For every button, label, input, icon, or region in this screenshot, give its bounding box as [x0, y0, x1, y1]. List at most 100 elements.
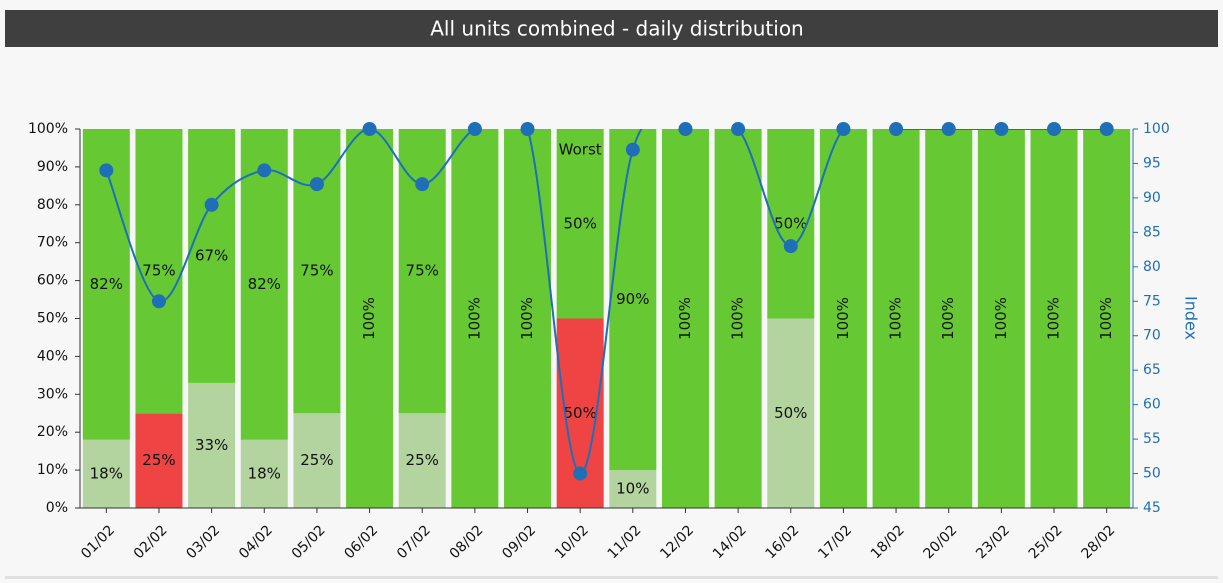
- y-tick-label: 70%: [37, 235, 68, 251]
- data-label: 82%: [90, 275, 123, 293]
- data-label: 100%: [518, 297, 536, 340]
- y-tick-label: 100%: [28, 121, 68, 137]
- index-point: [362, 122, 377, 136]
- index-point: [467, 122, 482, 136]
- y2-tick-label: 90: [1143, 190, 1161, 206]
- index-point: [941, 122, 956, 136]
- y2-tick-label: 85: [1143, 224, 1161, 240]
- y-tick-label: 40%: [37, 348, 68, 364]
- data-label: 100%: [360, 297, 378, 340]
- index-point: [783, 239, 798, 254]
- bar-segment: [188, 129, 236, 383]
- index-point: [520, 122, 535, 136]
- bar-segment: [293, 413, 341, 508]
- y2-tick-label: 65: [1143, 362, 1161, 378]
- data-label: 100%: [1045, 297, 1063, 340]
- index-point: [99, 163, 114, 178]
- index-point: [836, 122, 851, 136]
- annotation: Worst: [559, 141, 602, 159]
- data-label: 25%: [406, 451, 439, 469]
- bar-segment: [135, 413, 183, 508]
- index-point: [151, 294, 166, 309]
- bar-segment: [82, 129, 130, 440]
- data-label: 100%: [729, 297, 747, 340]
- bar-segment: [240, 129, 288, 440]
- data-label: 50%: [774, 404, 807, 422]
- data-label: 10%: [616, 480, 649, 498]
- data-label: 25%: [142, 451, 175, 469]
- y-tick-label: 20%: [37, 424, 68, 440]
- y2-tick-label: 95: [1143, 155, 1161, 171]
- bar-segment: [714, 129, 762, 508]
- data-label: 50%: [564, 214, 597, 232]
- y2-tick-label: 45: [1143, 500, 1161, 516]
- bottom-rule: [5, 576, 1218, 579]
- data-label: 100%: [1097, 297, 1115, 340]
- data-label: 50%: [774, 214, 807, 232]
- y-tick-label: 10%: [37, 462, 68, 478]
- bar-segment: [135, 129, 183, 414]
- index-point: [994, 122, 1009, 136]
- data-label: 100%: [992, 297, 1010, 340]
- data-label: 100%: [465, 297, 483, 340]
- bar-segment: [977, 129, 1025, 508]
- y2-axis-label: Index: [1182, 296, 1201, 340]
- data-label: 25%: [300, 451, 333, 469]
- data-label: 100%: [676, 297, 694, 340]
- y2-tick-label: 75: [1143, 293, 1161, 309]
- y2-tick-label: 60: [1143, 397, 1161, 413]
- y2-tick-label: 55: [1143, 431, 1161, 447]
- index-point: [625, 142, 640, 157]
- data-label: 18%: [248, 464, 281, 482]
- bar-segment: [1083, 129, 1131, 508]
- bar-segment: [872, 129, 920, 508]
- bar-segment: [82, 439, 130, 508]
- index-point: [1047, 122, 1062, 136]
- bar-segment: [556, 129, 604, 319]
- y-tick-label: 0%: [46, 500, 68, 516]
- bar-segment: [1030, 129, 1078, 508]
- y-tick-label: 50%: [37, 311, 68, 327]
- bar-segment: [398, 129, 446, 414]
- y-tick-label: 30%: [37, 386, 68, 402]
- bar-segment: [188, 382, 236, 508]
- data-label: 75%: [300, 262, 333, 280]
- bar-segment: [398, 413, 446, 508]
- y2-tick-label: 100: [1143, 121, 1170, 137]
- y2-tick-label: 50: [1143, 466, 1161, 482]
- title-bar: [5, 10, 1218, 47]
- data-label: 18%: [90, 464, 123, 482]
- data-label: 50%: [564, 404, 597, 422]
- bar-segment: [819, 129, 867, 508]
- data-label: 100%: [834, 297, 852, 340]
- bar-segment: [925, 129, 973, 508]
- data-label: 82%: [248, 275, 281, 293]
- index-point: [731, 122, 746, 136]
- index-point: [415, 177, 430, 192]
- index-point: [678, 122, 693, 136]
- bar-segment: [661, 129, 709, 508]
- bar-segment: [451, 129, 499, 508]
- index-point: [889, 122, 904, 136]
- data-label: 90%: [616, 290, 649, 308]
- y2-tick-label: 70: [1143, 328, 1161, 344]
- y-tick-label: 60%: [37, 273, 68, 289]
- bar-segment: [293, 129, 341, 414]
- bar-segment: [767, 318, 815, 508]
- points: [99, 122, 1114, 481]
- index-point: [309, 177, 324, 192]
- bar-segment: [609, 470, 657, 508]
- index-point: [257, 163, 272, 178]
- y-tick-label: 80%: [37, 197, 68, 213]
- y-tick-label: 90%: [37, 159, 68, 175]
- bar-segment: [504, 129, 552, 508]
- data-label: 67%: [195, 246, 228, 264]
- labels: 25% 50% 18% 33% 18% 25% 25% 10% 50% 82% 75% 67% 82% 7…: [90, 141, 1116, 498]
- index-point: [573, 466, 588, 481]
- data-label: 75%: [142, 262, 175, 280]
- index-point: [204, 197, 219, 212]
- data-label: 100%: [939, 297, 957, 340]
- index-point: [1099, 122, 1114, 136]
- chart-title: All units combined - daily distribution: [430, 17, 804, 41]
